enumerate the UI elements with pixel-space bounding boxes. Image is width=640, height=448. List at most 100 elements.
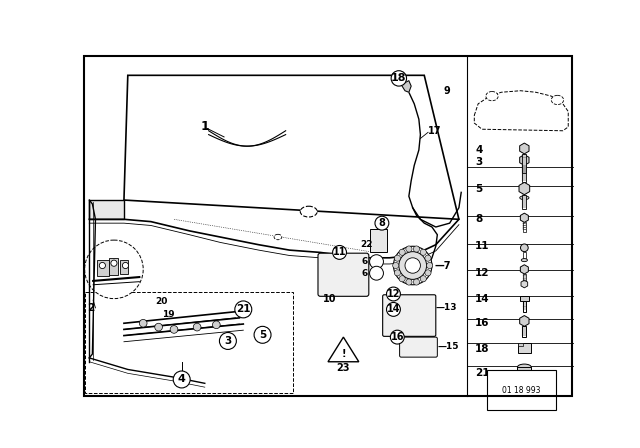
Text: 2: 2	[87, 303, 94, 313]
Circle shape	[425, 270, 431, 276]
Polygon shape	[401, 81, 411, 92]
Circle shape	[520, 244, 528, 252]
Circle shape	[140, 319, 147, 327]
Circle shape	[387, 287, 401, 301]
Circle shape	[369, 255, 383, 269]
Polygon shape	[90, 200, 124, 220]
Text: 10: 10	[323, 293, 336, 304]
Text: 5: 5	[475, 184, 483, 194]
Bar	[97, 260, 109, 276]
Circle shape	[390, 330, 404, 344]
Bar	[522, 154, 526, 173]
Text: 22: 22	[360, 240, 372, 249]
Circle shape	[394, 255, 401, 261]
Circle shape	[391, 71, 406, 86]
Circle shape	[155, 323, 163, 331]
Circle shape	[220, 332, 236, 349]
Circle shape	[399, 252, 427, 280]
Polygon shape	[328, 337, 359, 362]
Text: 21: 21	[236, 304, 250, 314]
Circle shape	[427, 263, 433, 269]
Circle shape	[333, 246, 346, 259]
Text: 21: 21	[475, 368, 490, 378]
Text: 17: 17	[428, 126, 442, 136]
Text: 19: 19	[163, 310, 175, 319]
Circle shape	[399, 276, 405, 282]
Text: 5: 5	[259, 330, 266, 340]
Circle shape	[99, 263, 106, 269]
Text: 3: 3	[475, 156, 483, 167]
Text: 18: 18	[475, 344, 490, 353]
Circle shape	[420, 249, 426, 255]
Circle shape	[122, 263, 129, 269]
Ellipse shape	[520, 196, 529, 200]
Bar	[371, 229, 387, 252]
Circle shape	[406, 279, 412, 285]
Text: 1: 1	[201, 121, 210, 134]
Circle shape	[173, 371, 190, 388]
Circle shape	[413, 246, 420, 252]
Circle shape	[394, 246, 432, 285]
Text: 20: 20	[155, 297, 167, 306]
FancyBboxPatch shape	[399, 337, 437, 357]
Text: 01 18 993: 01 18 993	[502, 386, 541, 395]
Text: 6: 6	[362, 269, 368, 278]
Text: 8: 8	[475, 214, 483, 224]
Circle shape	[405, 258, 420, 273]
Ellipse shape	[551, 95, 564, 104]
Circle shape	[399, 249, 405, 255]
Circle shape	[394, 270, 401, 276]
Circle shape	[406, 246, 412, 252]
Ellipse shape	[517, 364, 531, 370]
Text: —15: —15	[437, 342, 459, 351]
Ellipse shape	[517, 375, 531, 381]
Text: 16: 16	[475, 318, 490, 328]
Bar	[522, 165, 526, 182]
Circle shape	[235, 301, 252, 318]
Text: —13: —13	[436, 303, 458, 312]
Circle shape	[425, 255, 431, 261]
Bar	[120, 260, 128, 274]
FancyBboxPatch shape	[318, 253, 369, 296]
Text: 11: 11	[475, 241, 490, 251]
Text: 16: 16	[390, 332, 404, 342]
Bar	[523, 274, 526, 282]
Bar	[522, 195, 526, 208]
Bar	[520, 296, 529, 301]
Bar	[523, 252, 525, 259]
Bar	[523, 222, 526, 232]
Bar	[109, 258, 118, 275]
Circle shape	[375, 216, 389, 230]
Text: 14: 14	[387, 304, 400, 314]
Text: 3: 3	[224, 336, 232, 346]
Text: 14: 14	[475, 293, 490, 304]
Polygon shape	[124, 75, 459, 220]
Text: 4: 4	[178, 375, 186, 384]
Bar	[86, 293, 293, 392]
Text: —7: —7	[435, 260, 451, 271]
Text: 11: 11	[333, 247, 346, 258]
Text: !: !	[341, 349, 346, 359]
Text: 8: 8	[378, 218, 385, 228]
Bar	[523, 301, 526, 312]
Circle shape	[369, 266, 383, 280]
Circle shape	[387, 302, 401, 316]
Ellipse shape	[521, 258, 527, 262]
Circle shape	[413, 279, 420, 285]
Text: 12: 12	[387, 289, 400, 299]
Text: 9: 9	[444, 86, 451, 96]
Bar	[517, 367, 531, 378]
Circle shape	[111, 260, 117, 266]
Bar	[518, 343, 531, 353]
Circle shape	[393, 263, 399, 269]
Circle shape	[193, 323, 201, 331]
Text: 12: 12	[475, 268, 490, 278]
Text: 18: 18	[391, 73, 406, 83]
Text: 4: 4	[475, 145, 483, 155]
FancyBboxPatch shape	[383, 295, 436, 336]
Circle shape	[212, 321, 220, 329]
Ellipse shape	[486, 91, 498, 101]
Bar	[518, 343, 523, 346]
Circle shape	[170, 326, 178, 333]
Text: 23: 23	[337, 363, 350, 373]
